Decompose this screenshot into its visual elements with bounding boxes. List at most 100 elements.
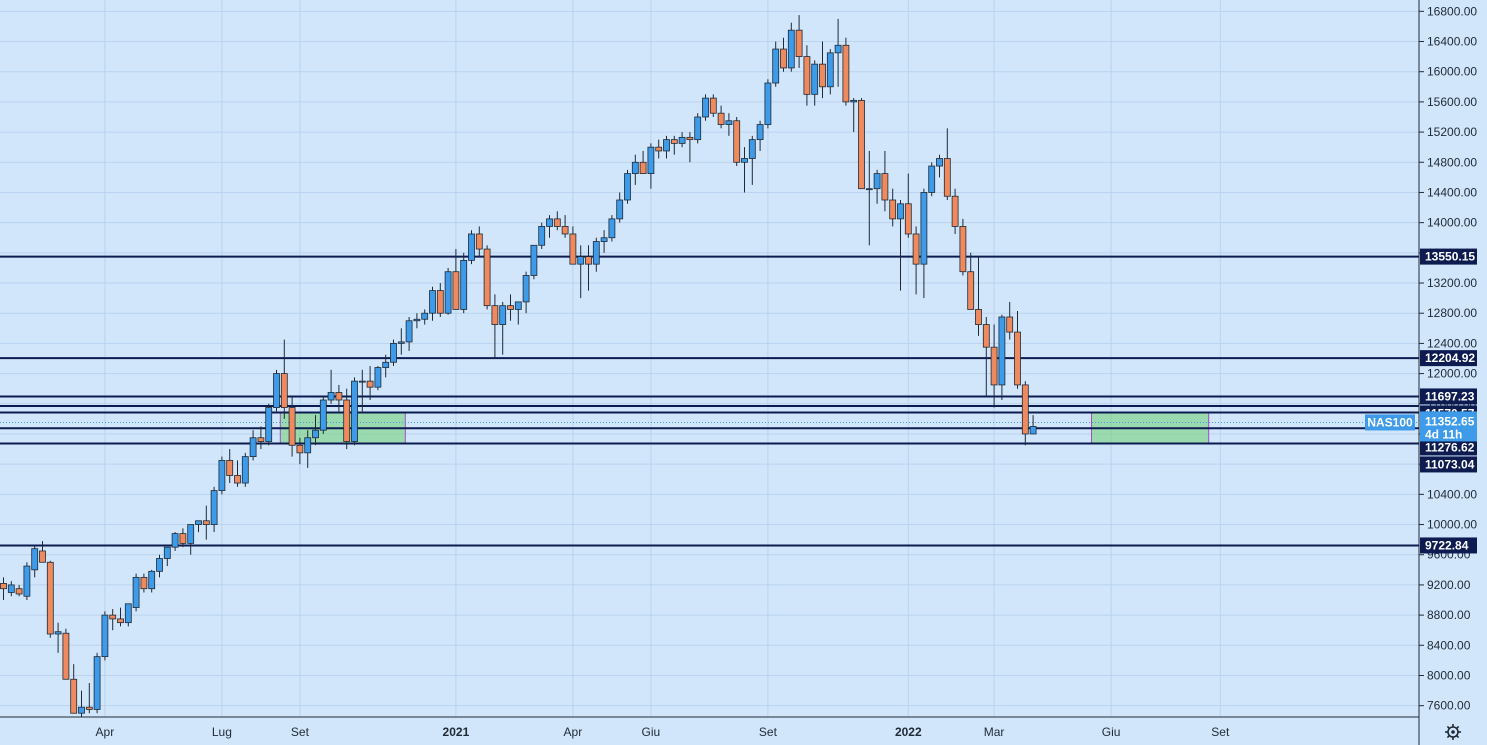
candle-down [483, 245, 491, 310]
candle-down [717, 105, 725, 129]
candle-up [850, 98, 858, 133]
candle-down [46, 560, 54, 638]
price-tick-label: 12800.00 [1427, 306, 1477, 320]
candle-up [124, 603, 132, 627]
candle-body [585, 256, 592, 265]
price-tick-label: 12400.00 [1427, 336, 1477, 350]
settings-gear-icon[interactable] [1445, 724, 1461, 740]
candle-body [499, 305, 507, 325]
candle-down [507, 294, 514, 321]
price-tick-label: 16400.00 [1427, 35, 1477, 49]
candle-up [413, 313, 421, 329]
candle-body [670, 139, 678, 144]
price-tick-label: 16000.00 [1427, 65, 1477, 79]
candle-down [967, 252, 975, 310]
level-label-bg [1420, 439, 1477, 456]
price-tick-label: 7600.00 [1427, 699, 1471, 713]
candle-body [436, 290, 444, 314]
candle-up [187, 524, 195, 555]
candle-body [772, 48, 780, 84]
candle-body [319, 399, 327, 431]
price-tick-label: 14400.00 [1427, 185, 1477, 199]
candle-up [546, 215, 553, 238]
candle-down [70, 664, 78, 714]
candle-body [1006, 316, 1014, 333]
candle-body [741, 158, 748, 163]
level-label: 9722.84 [1425, 538, 1469, 552]
candle-up [460, 252, 468, 314]
candle-body [748, 139, 756, 159]
candle-body [717, 112, 725, 125]
candle-down [858, 98, 865, 190]
candle-body [179, 533, 187, 544]
candle-body [187, 524, 195, 544]
candle-body [826, 52, 834, 88]
candle-down [117, 607, 124, 627]
price-tick-label: 8000.00 [1427, 668, 1471, 682]
candle-body [15, 588, 23, 595]
symbol-tag: NAS100 [1367, 415, 1413, 429]
candle-body [780, 48, 787, 69]
candle-up [624, 169, 631, 204]
candle-down [202, 505, 210, 540]
candle-body [873, 173, 881, 190]
candle-body [912, 233, 920, 265]
price-tick-label: 16800.00 [1427, 4, 1477, 18]
candle-down [1006, 301, 1014, 340]
candle-up [163, 546, 171, 567]
level-labels: 13550.1512204.9211697.2311570.5711484.35… [1420, 248, 1477, 554]
time-axis[interactable]: Apr Lug Set 2021 Apr Giu Set 2022 Mar Giu Set [0, 716, 1419, 739]
candle-body [967, 271, 975, 310]
candle-body [858, 99, 865, 190]
candle-body [171, 533, 179, 548]
candle-down [475, 226, 483, 257]
candle-down [0, 577, 7, 601]
candle-body [421, 312, 429, 320]
time-tick-label: Set [291, 725, 310, 739]
horizontal-levels [0, 255, 1419, 547]
candle-body [397, 341, 405, 344]
candle-down [943, 128, 951, 201]
candle-body [678, 136, 686, 144]
candle-body [530, 244, 538, 276]
candle-up [374, 366, 382, 391]
candle-up [93, 652, 101, 714]
candle-body [881, 173, 889, 201]
candle-down [639, 150, 647, 174]
candle-body [647, 146, 655, 174]
candle-body [990, 346, 998, 386]
candle-body [413, 318, 421, 322]
candle-body [241, 456, 249, 484]
candle-up [132, 573, 140, 612]
candle-up [210, 486, 218, 533]
candle-body [31, 548, 39, 571]
candle-body [904, 203, 912, 235]
candle-up [468, 230, 475, 265]
candle-up [444, 267, 452, 315]
price-axis[interactable]: 7600.008000.008400.008800.009200.009600.… [1365, 0, 1487, 745]
candle-body [624, 173, 631, 201]
candle-body [1029, 426, 1037, 435]
candle-up [156, 554, 163, 578]
price-axis-background [1419, 0, 1487, 745]
candle-up [397, 328, 405, 355]
candle-body [811, 63, 819, 95]
candle-down [436, 283, 444, 317]
candle-up [834, 18, 842, 87]
candle-down [709, 94, 717, 117]
candle-down [366, 366, 374, 401]
candle-body [54, 631, 62, 635]
candle-body [273, 373, 280, 408]
candle-body [943, 158, 951, 197]
symbol-tag-bg [1365, 414, 1415, 431]
candle-body [951, 195, 959, 227]
price-tick-label: 15200.00 [1427, 125, 1477, 139]
candle-body [795, 29, 803, 58]
candle-body [390, 343, 397, 363]
candle-body [62, 632, 70, 680]
level-label: 11697.23 [1425, 389, 1475, 403]
candle-body [70, 678, 78, 714]
candle-down [561, 215, 569, 238]
